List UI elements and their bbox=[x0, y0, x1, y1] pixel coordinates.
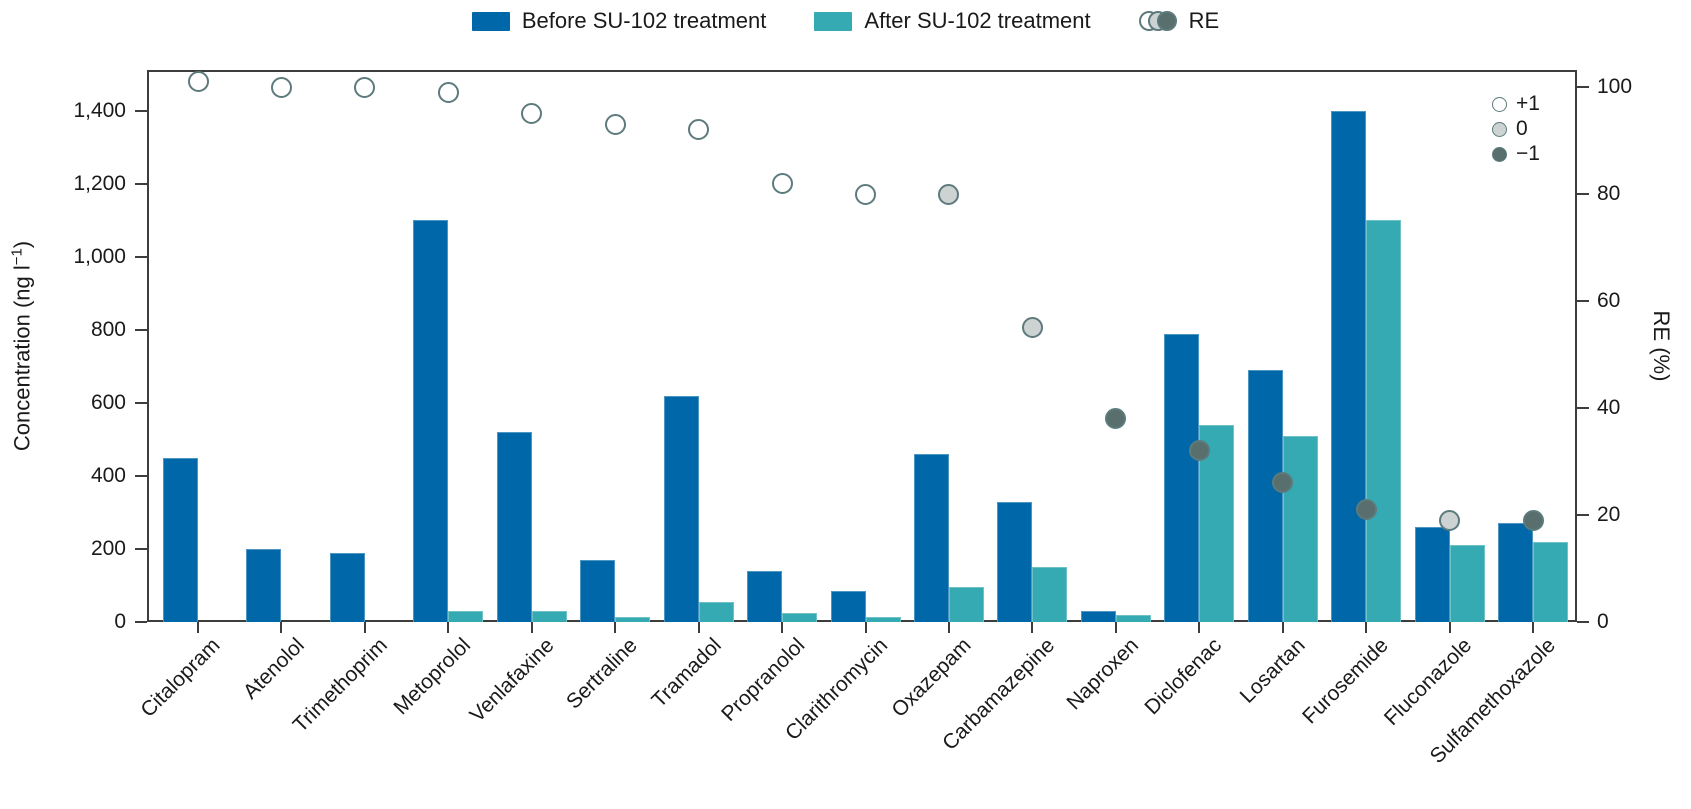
charge-neutral-circle-icon bbox=[1492, 121, 1507, 137]
y-right-tick-label: 40 bbox=[1597, 396, 1621, 420]
plot-area bbox=[147, 70, 1577, 622]
y-left-tick-label: 0 bbox=[114, 610, 126, 633]
x-tick-label-trimethoprim: Trimethoprim bbox=[288, 633, 392, 737]
y-left-tick-label: 600 bbox=[90, 390, 126, 414]
legend-label-after: After SU-102 treatment bbox=[864, 8, 1091, 33]
x-tick-label-clarithromycin: Clarithromycin bbox=[781, 633, 893, 745]
y-right-tick-label: 100 bbox=[1597, 75, 1633, 99]
y-right-tick bbox=[1577, 621, 1589, 623]
y-right-tick-label: 0 bbox=[1597, 610, 1609, 633]
x-tick bbox=[1532, 622, 1535, 633]
re-circle-negative-icon bbox=[1156, 11, 1177, 31]
y-right-tick bbox=[1577, 86, 1589, 89]
y-left-tick bbox=[135, 182, 147, 185]
x-tick-label-diclofenac: Diclofenac bbox=[1140, 633, 1227, 720]
y-left-tick-label: 800 bbox=[90, 317, 126, 341]
x-tick-label-sertraline: Sertraline bbox=[562, 633, 643, 714]
x-tick bbox=[614, 622, 617, 633]
legend-label-before: Before SU-102 treatment bbox=[521, 8, 767, 33]
x-tick-label-atenolol: Atenolol bbox=[238, 633, 309, 704]
y-right-tick bbox=[1577, 193, 1589, 196]
y-left-tick bbox=[135, 255, 147, 258]
y-left-tick-label: 1,400 bbox=[73, 98, 126, 122]
x-tick-label-furosemide: Furosemide bbox=[1298, 633, 1394, 729]
x-tick bbox=[864, 622, 867, 633]
y-left-tick bbox=[135, 621, 147, 623]
y-left-tick bbox=[135, 328, 147, 331]
x-tick-label-sulfamethoxazole: Sulfamethoxazole bbox=[1425, 633, 1561, 769]
charge-positive-circle-icon bbox=[1492, 96, 1507, 112]
y-axis-label-left-superscript: −1 bbox=[8, 248, 26, 266]
x-tick bbox=[363, 622, 366, 633]
x-tick bbox=[1198, 622, 1201, 633]
charge-neutral-label: 0 bbox=[1516, 117, 1528, 140]
x-tick bbox=[947, 622, 950, 633]
x-tick-label-losartan: Losartan bbox=[1235, 633, 1310, 708]
x-tick-label-propranolol: Propranolol bbox=[716, 633, 810, 726]
y-right-tick-label: 60 bbox=[1597, 289, 1621, 313]
x-tick bbox=[1114, 622, 1117, 633]
x-tick bbox=[280, 622, 283, 633]
y-right-tick-label: 20 bbox=[1597, 503, 1621, 527]
y-left-tick bbox=[135, 547, 147, 550]
x-tick bbox=[197, 622, 199, 633]
x-tick-label-naproxen: Naproxen bbox=[1062, 633, 1143, 715]
y-right-tick bbox=[1577, 300, 1589, 303]
y-left-tick bbox=[135, 109, 147, 112]
x-tick bbox=[1448, 622, 1451, 633]
y-axis-label-left-text: Concentration (ng l bbox=[9, 265, 35, 452]
y-left-tick-label: 200 bbox=[90, 536, 126, 560]
legend-item-before: Before SU-102 treatment bbox=[471, 8, 767, 34]
y-axis-label-left-suffix: ) bbox=[9, 240, 35, 249]
x-tick-label-venlafaxine: Venlafaxine bbox=[465, 633, 559, 727]
x-tick bbox=[530, 622, 533, 633]
y-right-tick-label: 80 bbox=[1597, 182, 1621, 206]
x-tick bbox=[447, 622, 450, 633]
x-tick-label-fluconazole: Fluconazole bbox=[1380, 633, 1477, 731]
charge-legend-item-neutral: 0 bbox=[1492, 117, 1528, 141]
x-tick-label-metoprolol: Metoprolol bbox=[389, 633, 476, 720]
x-tick-label-carbamazepine: Carbamazepine bbox=[938, 633, 1060, 755]
chart-legend: Before SU-102 treatment After SU-102 tre… bbox=[0, 8, 1691, 34]
x-tick-label-citalopram: Citalopram bbox=[136, 633, 225, 722]
y-left-tick bbox=[135, 474, 147, 477]
y-left-tick-label: 1,200 bbox=[73, 171, 126, 195]
legend-item-re: RE bbox=[1138, 8, 1220, 34]
x-tick bbox=[697, 622, 700, 633]
charge-negative-label: −1 bbox=[1516, 142, 1540, 165]
charge-legend-item-negative: −1 bbox=[1492, 142, 1540, 166]
y-right-tick bbox=[1577, 407, 1589, 410]
legend-item-after: After SU-102 treatment bbox=[814, 8, 1091, 34]
y-left-tick-label: 400 bbox=[90, 463, 126, 487]
charge-positive-label: +1 bbox=[1516, 92, 1540, 115]
y-right-tick bbox=[1577, 514, 1589, 517]
after-swatch-icon bbox=[814, 11, 853, 31]
charge-legend-item-positive: +1 bbox=[1492, 92, 1540, 116]
legend-label-re: RE bbox=[1188, 8, 1220, 33]
y-left-tick bbox=[135, 401, 147, 404]
y-axis-label-right: RE (%) bbox=[1649, 310, 1674, 382]
x-tick bbox=[1031, 622, 1034, 633]
x-tick bbox=[781, 622, 784, 633]
x-tick bbox=[1365, 622, 1368, 633]
x-tick-label-oxazepam: Oxazepam bbox=[887, 633, 976, 722]
re-circles-icon bbox=[1138, 11, 1177, 31]
y-left-tick-label: 1,000 bbox=[73, 244, 126, 268]
charge-negative-circle-icon bbox=[1492, 146, 1507, 162]
x-tick-label-tramadol: Tramadol bbox=[647, 633, 726, 713]
before-swatch-icon bbox=[471, 11, 510, 31]
y-axis-label-left: Concentration (ng l−1) bbox=[8, 241, 35, 451]
x-tick bbox=[1281, 622, 1284, 633]
